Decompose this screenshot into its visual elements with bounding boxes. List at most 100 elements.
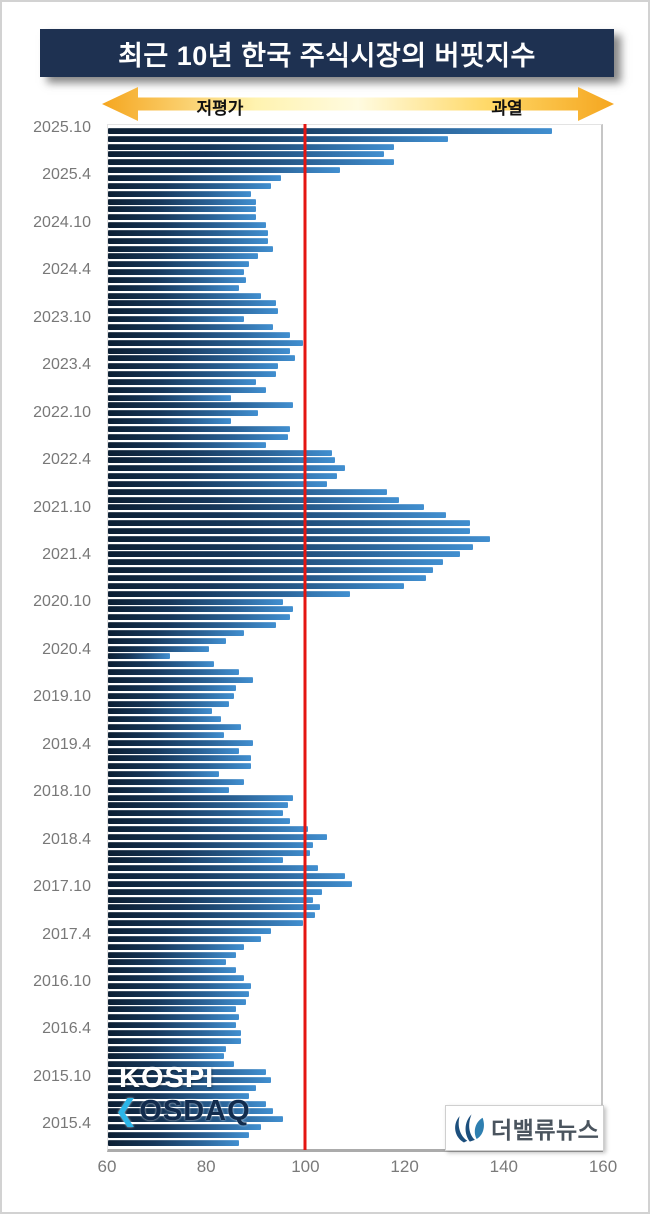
bar-row [108, 323, 601, 331]
bar [108, 786, 229, 793]
bar-row [108, 856, 601, 864]
bar-row [108, 151, 601, 159]
bar [108, 739, 254, 746]
bar [108, 316, 244, 323]
bar [108, 614, 291, 621]
bar-row [108, 543, 601, 551]
undervalued-label: 저평가 [196, 99, 244, 118]
bar [108, 684, 237, 691]
bar [108, 261, 249, 268]
bar-row [108, 480, 601, 488]
bar [108, 276, 247, 283]
bar [108, 402, 293, 409]
bar-row [108, 504, 601, 512]
bar-row [108, 645, 601, 653]
bar [108, 794, 293, 801]
bar-row [108, 425, 601, 433]
bar [108, 676, 254, 683]
bar [108, 339, 303, 346]
bar [108, 496, 399, 503]
kosdaq-chevron-icon: ❮ [114, 1095, 140, 1127]
bar [108, 606, 293, 613]
bar [108, 778, 244, 785]
bar-row [108, 692, 601, 700]
bar [108, 927, 271, 934]
bar [108, 1069, 266, 1076]
bar-row [108, 1107, 601, 1115]
bar-row [108, 260, 601, 268]
bar-row [108, 1092, 601, 1100]
y-tick-label: 2022.10 [33, 403, 91, 421]
bar-row [108, 598, 601, 606]
bar-row [108, 896, 601, 904]
bar-row [108, 558, 601, 566]
bar-row [108, 1100, 601, 1108]
bar-row [108, 864, 601, 872]
bar-row [108, 613, 601, 621]
bar [108, 198, 256, 205]
bar-row [108, 292, 601, 300]
bar [108, 284, 239, 291]
y-tick-label: 2023.10 [33, 308, 91, 326]
bar [108, 1037, 242, 1044]
bar-row [108, 715, 601, 723]
bar-row [108, 802, 601, 810]
bar-row [108, 339, 601, 347]
bar [108, 1006, 237, 1013]
bar-row [108, 676, 601, 684]
bar-row [108, 1045, 601, 1053]
bar-row [108, 488, 601, 496]
bar-row [108, 966, 601, 974]
y-tick-label: 2024.10 [33, 213, 91, 231]
bar-row [108, 809, 601, 817]
y-tick-label: 2021.4 [42, 545, 91, 563]
y-axis-labels: 2025.10 2025.4 2024.10 2024.4 2023.10 2023.4 2… [2, 119, 99, 1152]
bar-row [108, 127, 601, 135]
bar [108, 1077, 271, 1084]
bar-row [108, 770, 601, 778]
bar [108, 692, 234, 699]
bar-row [108, 958, 601, 966]
bar-row [108, 472, 601, 480]
bar [108, 222, 266, 229]
bar-row [108, 1053, 601, 1061]
bar [108, 841, 313, 848]
bar [108, 394, 232, 401]
bar-row [108, 1029, 601, 1037]
bar [108, 857, 283, 864]
bar [108, 645, 210, 652]
bar [108, 425, 291, 432]
bar [108, 143, 394, 150]
y-tick-label: 2020.10 [33, 593, 91, 611]
bar-row [108, 1006, 601, 1014]
bar [108, 308, 279, 315]
bar-row [108, 904, 601, 912]
bar-row [108, 990, 601, 998]
bar [108, 747, 239, 754]
bar-row [108, 519, 601, 527]
bar-row [108, 511, 601, 519]
reference-line-100 [303, 124, 307, 1150]
chart-title-box: 최근 10년 한국 주식시장의 버핏지수 [40, 29, 614, 77]
bar [108, 433, 288, 440]
bar-row [108, 347, 601, 355]
bar-row [108, 245, 601, 253]
overheated-label: 과열 [491, 99, 523, 118]
bar [108, 1061, 234, 1068]
plot-area [107, 124, 603, 1152]
bar [108, 363, 279, 370]
bar [108, 1139, 239, 1146]
bar-row [108, 825, 601, 833]
bar [108, 410, 259, 417]
bar-row [108, 660, 601, 668]
y-tick-label: 2015.10 [33, 1067, 91, 1085]
bar-row [108, 205, 601, 213]
bar [108, 151, 385, 158]
bar-row [108, 880, 601, 888]
bar [108, 520, 471, 527]
bar-row [108, 441, 601, 449]
x-axis-labels: 60 80 100 120 140 160 [98, 1155, 618, 1179]
bar [108, 457, 335, 464]
bar [108, 347, 291, 354]
bar [108, 833, 328, 840]
